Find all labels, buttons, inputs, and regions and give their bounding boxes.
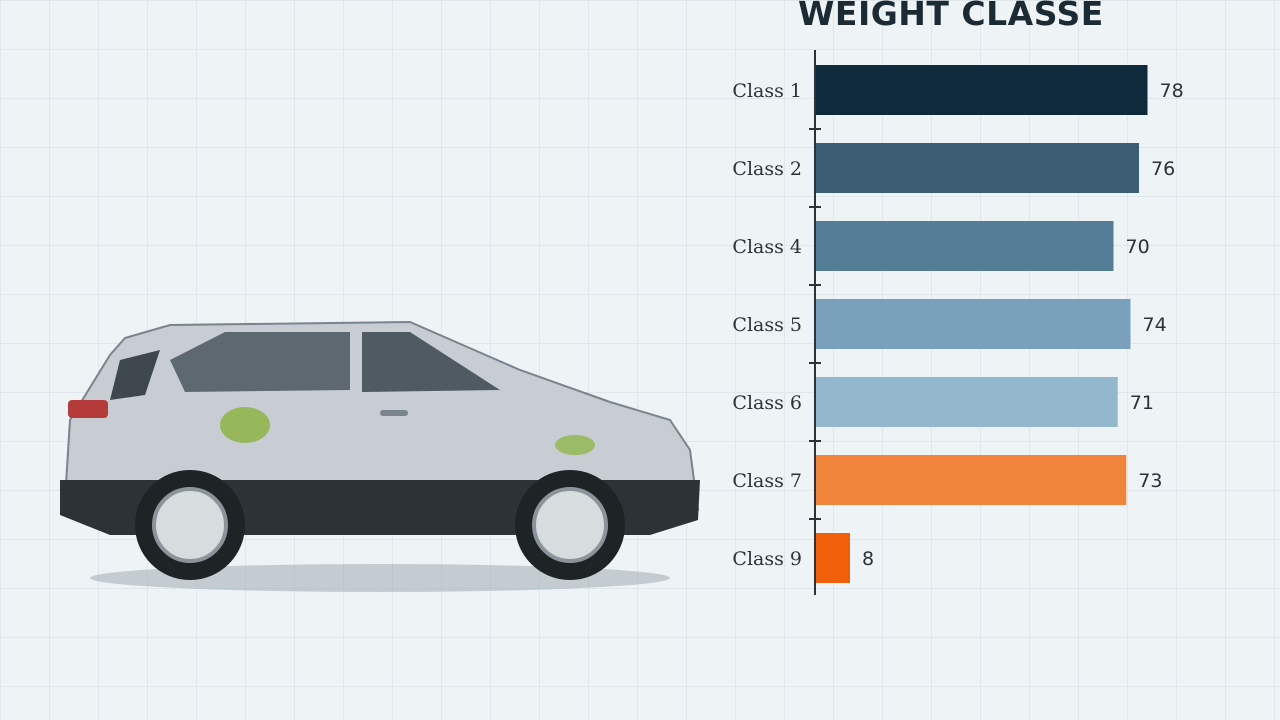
bar-chart: Class 1 78 Class 2 76 Class 4 70 Class 5 74 Clas…: [732, 50, 1184, 595]
suv-car-illustration: [60, 320, 700, 592]
bar-class-5: [816, 299, 1131, 349]
category-label: Class 5: [732, 314, 802, 336]
bar-class-9: [816, 533, 850, 583]
category-label: Class 1: [732, 80, 802, 102]
bar-class-7: [816, 455, 1127, 505]
data-label: 71: [1130, 392, 1154, 414]
data-label: 8: [862, 548, 874, 570]
bar-class-2: [816, 143, 1139, 193]
data-label: 73: [1138, 470, 1162, 492]
data-label: 74: [1143, 314, 1167, 336]
data-label: 70: [1126, 236, 1150, 258]
category-label: Class 4: [732, 236, 802, 258]
bar-class-1: [816, 65, 1148, 115]
chart-title: WEIGHT CLASSE: [798, 0, 1104, 33]
bar-class-6: [816, 377, 1118, 427]
bar-class-4: [816, 221, 1114, 271]
category-label: Class 6: [732, 392, 802, 414]
category-label: Class 2: [732, 158, 802, 180]
data-label: 76: [1151, 158, 1175, 180]
category-label: Class 9: [732, 548, 802, 570]
data-label: 78: [1160, 80, 1184, 102]
category-label: Class 7: [732, 470, 802, 492]
